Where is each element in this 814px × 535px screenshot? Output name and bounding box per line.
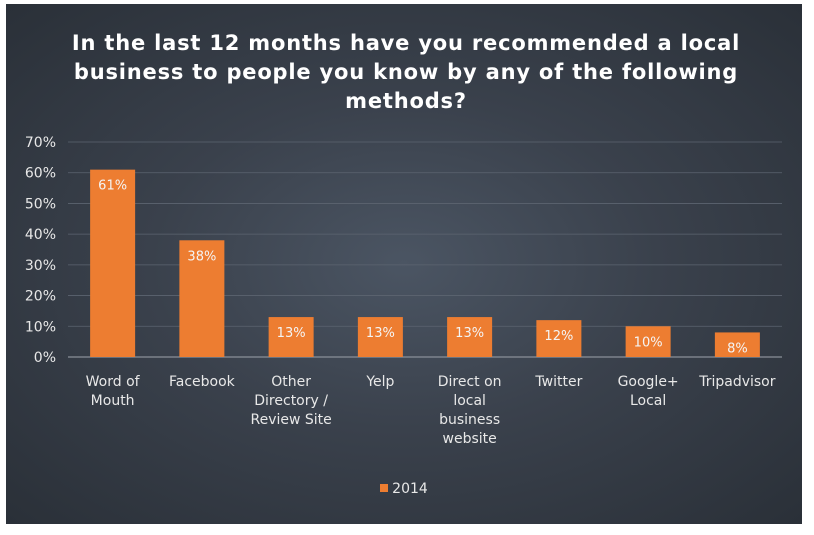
y-tick-label: 60% bbox=[25, 166, 56, 182]
x-category-line: Yelp bbox=[365, 374, 394, 390]
x-category-line: Mouth bbox=[91, 393, 135, 409]
chart-panel: In the last 12 months have you recommend… bbox=[6, 4, 802, 524]
bar bbox=[447, 317, 493, 357]
legend-swatch bbox=[380, 484, 389, 492]
y-tick-label: 40% bbox=[25, 227, 56, 243]
data-label: 13% bbox=[277, 326, 306, 341]
y-axis-ticks: 0% 10% 20% 30% 40% 50% 60% 70% bbox=[25, 135, 56, 366]
data-label: 61% bbox=[98, 179, 127, 194]
x-category-label: Word of Mouth bbox=[86, 374, 141, 409]
data-label: 13% bbox=[366, 326, 395, 341]
x-category-label: Yelp bbox=[365, 374, 394, 390]
chart-title: In the last 12 months have you recommend… bbox=[71, 31, 741, 113]
legend: 2014 bbox=[6, 481, 802, 497]
x-category-line: Other bbox=[271, 374, 311, 390]
x-category-line: Tripadvisor bbox=[698, 374, 776, 390]
gridlines bbox=[68, 141, 782, 358]
bar bbox=[357, 317, 403, 357]
bar bbox=[90, 169, 136, 357]
x-category-label: Google+ Local bbox=[618, 374, 679, 409]
x-category-label: Other Directory / Review Site bbox=[250, 374, 331, 428]
y-tick-label: 10% bbox=[25, 319, 56, 335]
bar bbox=[268, 317, 314, 357]
x-category-label: Twitter bbox=[534, 374, 582, 390]
x-category-label: Direct on local business website bbox=[438, 374, 502, 447]
plot-area: 0% 10% 20% 30% 40% 50% 60% 70% 61% 38% 13% 13% 13% 1… bbox=[25, 135, 782, 447]
bar bbox=[536, 320, 582, 357]
bar bbox=[179, 240, 225, 357]
x-category-line: website bbox=[443, 431, 497, 447]
y-tick-label: 70% bbox=[25, 135, 56, 151]
y-tick-label: 0% bbox=[34, 350, 56, 366]
y-tick-label: 20% bbox=[25, 289, 56, 305]
data-label: 10% bbox=[634, 335, 663, 350]
data-label: 12% bbox=[544, 329, 573, 344]
y-tick-label: 30% bbox=[25, 258, 56, 274]
x-category-line: business bbox=[439, 412, 500, 428]
bar bbox=[714, 332, 760, 357]
legend-label: 2014 bbox=[392, 481, 428, 497]
x-category-line: local bbox=[453, 393, 486, 409]
x-category-line: Direct on bbox=[438, 374, 502, 390]
bar bbox=[625, 326, 671, 357]
data-label: 13% bbox=[455, 326, 484, 341]
x-category-line: Facebook bbox=[169, 374, 236, 390]
bars bbox=[90, 169, 760, 357]
y-tick-label: 50% bbox=[25, 196, 56, 212]
data-label: 38% bbox=[187, 249, 216, 264]
data-label: 8% bbox=[727, 341, 748, 356]
x-category-line: Google+ bbox=[618, 374, 679, 390]
x-category-line: Review Site bbox=[250, 412, 331, 428]
x-axis-categories: Word of Mouth Facebook Other Directory / Revi… bbox=[86, 374, 776, 447]
x-category-line: Local bbox=[630, 393, 666, 409]
data-labels: 61% 38% 13% 13% 13% 12% 10% 8% bbox=[98, 179, 748, 357]
x-category-line: Word of bbox=[86, 374, 141, 390]
x-category-label: Facebook bbox=[169, 374, 236, 390]
x-category-line: Directory / bbox=[254, 393, 328, 409]
x-category-label: Tripadvisor bbox=[698, 374, 776, 390]
x-category-line: Twitter bbox=[534, 374, 582, 390]
